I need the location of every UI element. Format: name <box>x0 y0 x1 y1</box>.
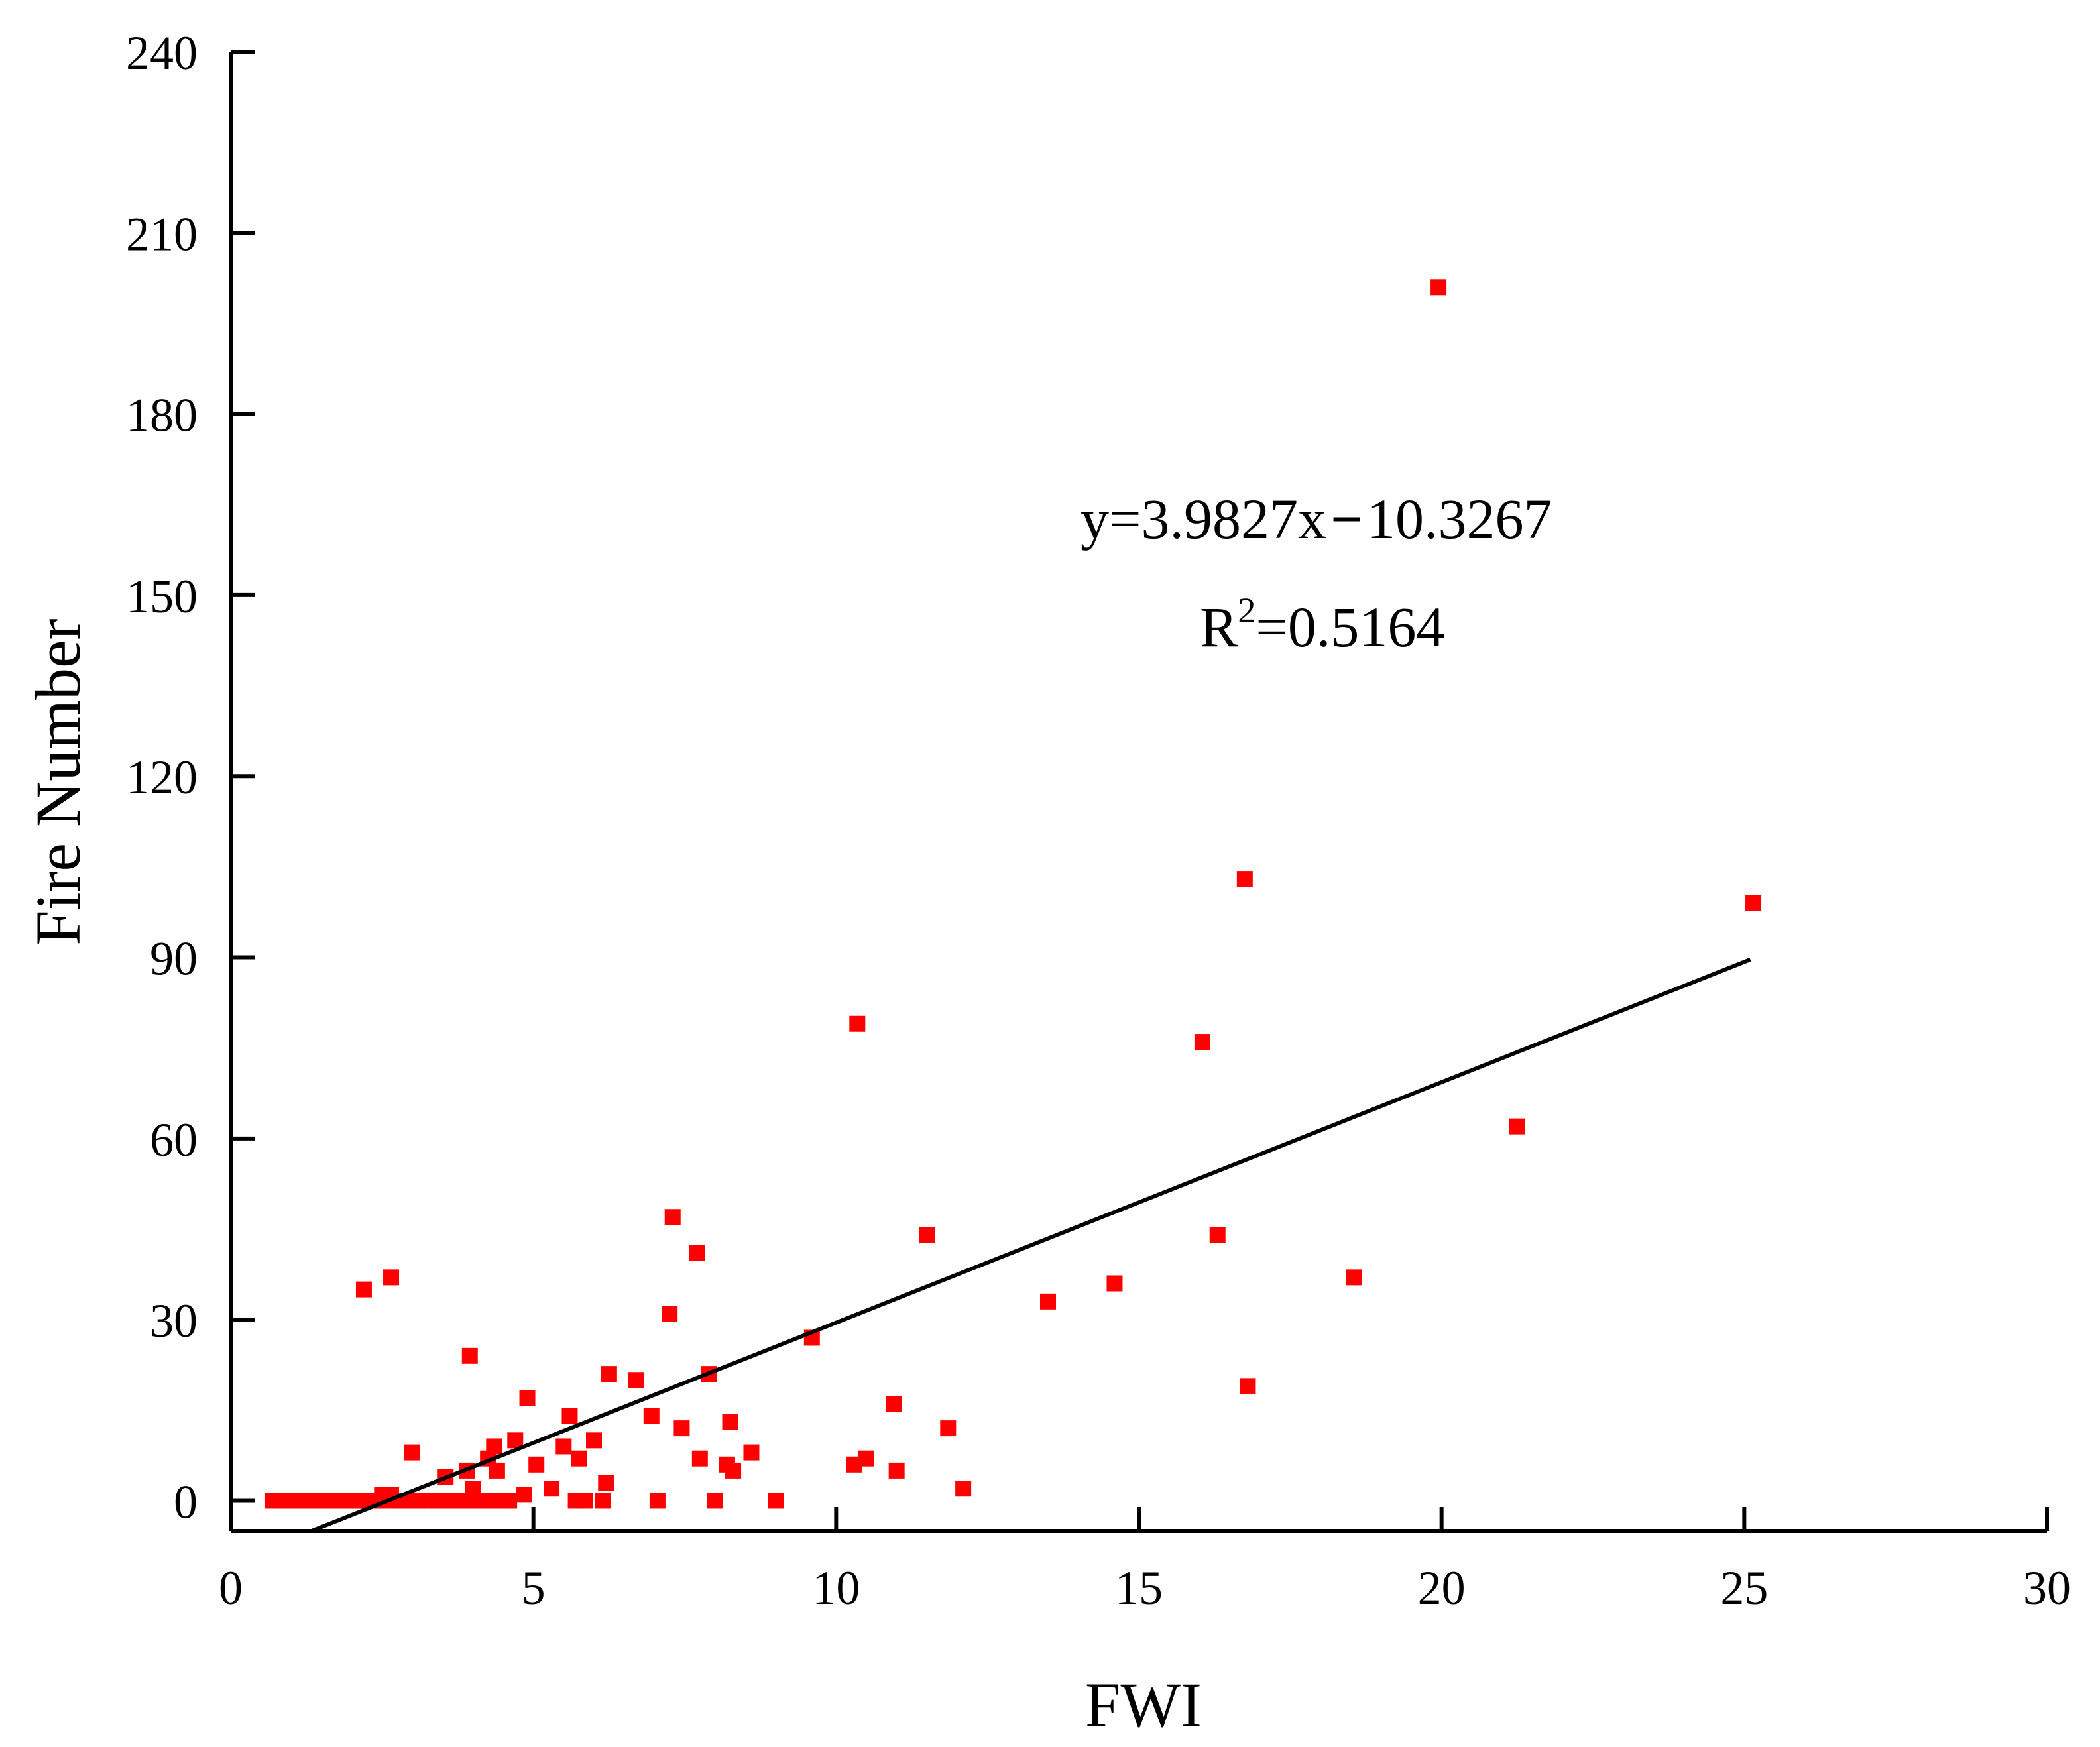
data-point <box>628 1372 644 1388</box>
x-tick-label: 30 <box>2023 1561 2071 1614</box>
fit-r-squared: R2=0.5164 <box>1200 591 1444 659</box>
data-point <box>849 1015 866 1032</box>
y-tick-label: 180 <box>126 389 198 442</box>
data-point <box>1209 1227 1226 1243</box>
fit-equation: y=3.9827x−10.3267 <box>1080 487 1552 551</box>
y-tick-label: 30 <box>150 1294 198 1347</box>
fit-equation-suffix: 10.3267 <box>1367 487 1552 551</box>
data-point <box>768 1493 784 1509</box>
data-point <box>664 1209 681 1225</box>
data-point <box>404 1444 420 1461</box>
fit-equation-prefix: y=3.9827x <box>1080 487 1326 551</box>
fit-layer <box>312 958 1751 1533</box>
data-point <box>571 1450 587 1467</box>
data-point <box>858 1450 874 1467</box>
y-tick-label: 150 <box>126 570 198 623</box>
data-point <box>577 1493 593 1509</box>
y-tick-label: 210 <box>126 207 198 260</box>
data-point <box>743 1444 760 1461</box>
data-point <box>1509 1118 1525 1135</box>
y-tick-label: 240 <box>126 27 198 80</box>
data-point <box>940 1420 957 1437</box>
data-point <box>1040 1293 1056 1310</box>
data-point <box>555 1438 572 1455</box>
x-tick-label: 5 <box>522 1561 546 1614</box>
data-point <box>486 1438 502 1455</box>
data-point <box>1194 1034 1210 1050</box>
data-point <box>1745 895 1762 911</box>
x-axis-title: FWI <box>1085 1669 1202 1740</box>
data-point <box>355 1281 372 1298</box>
y-tick-label: 90 <box>150 932 198 986</box>
x-tick-label: 10 <box>812 1561 860 1614</box>
data-point <box>673 1420 690 1437</box>
points-layer <box>264 279 1762 1509</box>
data-point <box>662 1306 678 1322</box>
y-tick-label: 120 <box>126 751 198 804</box>
data-point <box>886 1396 902 1412</box>
data-point <box>544 1481 560 1497</box>
ticks-layer: 0 5 10 15 20 25 30 0 30 60 90 120 150 180 210 240 <box>126 27 2071 1614</box>
data-point <box>649 1493 666 1509</box>
r2-base: R <box>1200 595 1238 659</box>
data-point <box>507 1432 524 1449</box>
data-point <box>643 1408 660 1424</box>
data-point <box>598 1475 614 1491</box>
data-point <box>707 1493 723 1509</box>
data-point <box>519 1390 536 1406</box>
data-point <box>528 1456 545 1473</box>
r2-value: =0.5164 <box>1255 595 1444 659</box>
y-axis-title: Fire Number <box>23 618 93 945</box>
data-point <box>561 1408 578 1424</box>
data-point <box>1240 1378 1256 1394</box>
data-point <box>595 1493 611 1509</box>
data-point <box>888 1462 905 1479</box>
data-point <box>465 1481 481 1497</box>
r2-exponent: 2 <box>1238 591 1255 630</box>
data-point <box>1236 871 1253 887</box>
y-tick-label: 60 <box>150 1113 198 1166</box>
data-point <box>489 1462 505 1479</box>
x-tick-label: 0 <box>219 1561 243 1614</box>
y-tick-label: 0 <box>174 1475 198 1528</box>
data-point <box>383 1269 400 1286</box>
data-point <box>689 1245 705 1261</box>
x-tick-label: 25 <box>1720 1561 1768 1614</box>
data-point <box>725 1462 742 1479</box>
data-point <box>586 1432 602 1449</box>
x-tick-label: 20 <box>1418 1561 1466 1614</box>
data-point <box>601 1366 617 1382</box>
x-tick-label: 15 <box>1115 1561 1163 1614</box>
data-point <box>955 1481 972 1497</box>
data-point <box>516 1487 532 1503</box>
fit-equation-minus: − <box>1330 487 1363 551</box>
regression-line <box>312 958 1751 1533</box>
data-point <box>691 1450 708 1467</box>
data-point <box>722 1414 738 1431</box>
data-point <box>461 1347 478 1364</box>
data-point <box>1106 1275 1123 1292</box>
data-point <box>919 1227 935 1243</box>
data-point <box>501 1493 518 1509</box>
data-point <box>1430 279 1447 296</box>
data-point <box>1346 1269 1362 1286</box>
